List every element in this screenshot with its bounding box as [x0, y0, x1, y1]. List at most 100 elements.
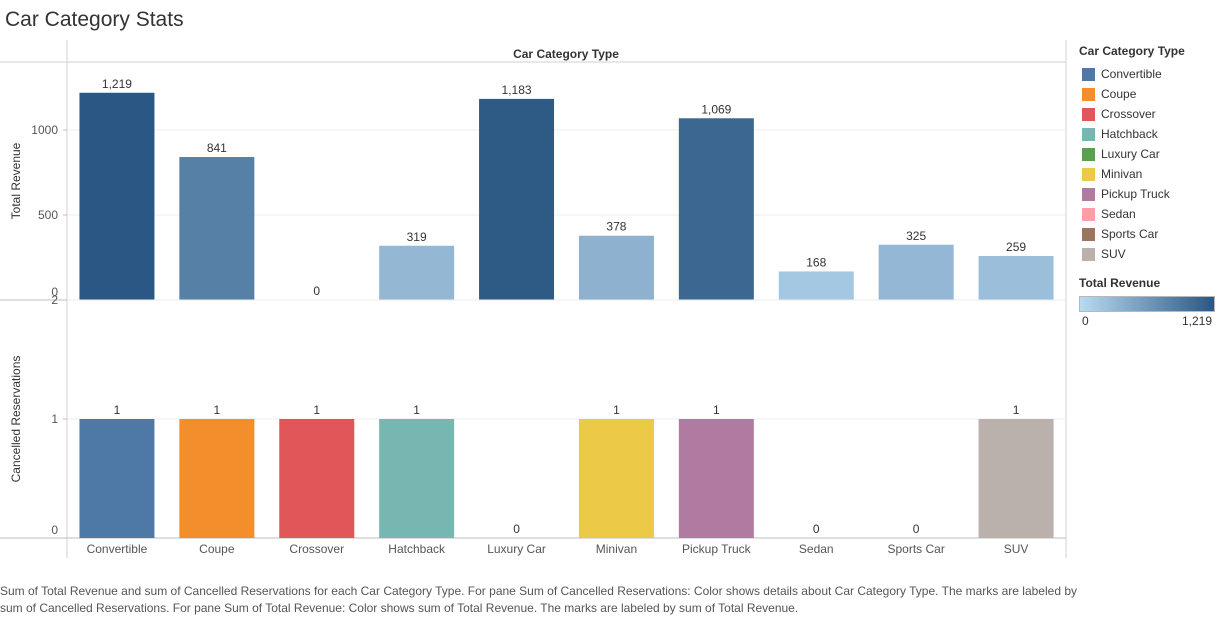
- chart-caption: Sum of Total Revenue and sum of Cancelle…: [0, 584, 1078, 615]
- legend-item: Hatchback: [1076, 124, 1216, 144]
- bar: [678, 419, 754, 538]
- data-label: 0: [513, 522, 520, 536]
- legend-label: Sports Car: [1101, 227, 1159, 241]
- bar: [379, 245, 455, 300]
- x-tick-label: Sedan: [799, 542, 834, 556]
- y-axis-title: Total Revenue: [9, 142, 23, 219]
- x-tick-label: Crossover: [289, 542, 344, 556]
- legend-swatch: [1082, 107, 1095, 121]
- data-label: 1: [313, 403, 320, 417]
- bar: [79, 92, 155, 301]
- bar: [678, 118, 754, 301]
- legend-item: Convertible: [1076, 64, 1216, 84]
- data-label: 1,219: [102, 77, 132, 91]
- bar: [878, 244, 954, 300]
- legend-label: Convertible: [1101, 67, 1162, 81]
- legend-item: Coupe: [1076, 84, 1216, 104]
- bar: [79, 419, 155, 538]
- data-label: 1,069: [701, 102, 731, 116]
- legend-label: Hatchback: [1101, 127, 1158, 141]
- legend-label: Sedan: [1101, 207, 1136, 221]
- y-tick-label: 500: [38, 208, 58, 222]
- legend-swatch: [1082, 227, 1095, 241]
- y-tick-label: 0: [51, 285, 58, 299]
- legend-item: Crossover: [1076, 104, 1216, 124]
- gradient-legend: Total Revenue 0 1,219: [1076, 276, 1216, 328]
- legend-swatch: [1082, 207, 1095, 221]
- y-tick-label: 1: [51, 412, 58, 426]
- y-tick-label: 1000: [31, 123, 58, 137]
- x-tick-label: Convertible: [87, 542, 148, 556]
- data-label: 1: [413, 403, 420, 417]
- legend-swatch: [1082, 167, 1095, 181]
- data-label: 1: [114, 403, 121, 417]
- legend-swatch: [1082, 247, 1095, 261]
- bar: [578, 419, 654, 538]
- gradient-max-label: 1,219: [1181, 314, 1212, 328]
- legend-item: Sedan: [1076, 204, 1216, 224]
- bar: [978, 419, 1054, 538]
- bar: [978, 255, 1054, 300]
- data-label: 0: [813, 522, 820, 536]
- legend-item: Sports Car: [1076, 224, 1216, 244]
- x-tick-label: Luxury Car: [487, 542, 546, 556]
- bar: [379, 419, 455, 538]
- cancelled-pane: 0 1 2 Cancelled Reservations 1 1 1 1 0 1 1 0 0 1: [9, 293, 1066, 539]
- legend-swatch: [1082, 187, 1095, 201]
- legend: Car Category Type Convertible Coupe Crosso…: [1076, 44, 1216, 328]
- legend-swatch: [1082, 127, 1095, 141]
- legend-label: SUV: [1101, 247, 1126, 261]
- x-tick-label: Pickup Truck: [682, 542, 752, 556]
- bar: [179, 419, 255, 538]
- data-label: 325: [906, 229, 926, 243]
- legend-swatch: [1082, 147, 1095, 161]
- legend-item: Minivan: [1076, 164, 1216, 184]
- legend-swatch: [1082, 87, 1095, 101]
- y-tick-label: 2: [51, 293, 58, 307]
- legend-label: Coupe: [1101, 87, 1137, 101]
- x-tick-label: Minivan: [596, 542, 637, 556]
- bar: [578, 235, 654, 300]
- data-label: 259: [1006, 240, 1026, 254]
- gradient-min-label: 0: [1082, 314, 1089, 328]
- data-label: 378: [606, 220, 626, 234]
- legend-label: Luxury Car: [1101, 147, 1160, 161]
- gradient-legend-title: Total Revenue: [1079, 276, 1161, 290]
- category-axis: Convertible Coupe Crossover Hatchback Luxury…: [87, 542, 1029, 556]
- data-label: 1: [214, 403, 221, 417]
- bar: [179, 157, 255, 300]
- y-axis-title: Cancelled Reservations: [9, 356, 23, 483]
- y-tick-label: 0: [51, 523, 58, 537]
- column-header: Car Category Type: [513, 47, 619, 61]
- data-label: 168: [806, 255, 826, 269]
- gradient-bar: [1079, 296, 1215, 312]
- legend-item: Pickup Truck: [1076, 184, 1216, 204]
- data-label: 841: [207, 141, 227, 155]
- gradient-labels: 0 1,219: [1082, 314, 1212, 328]
- legend-item: SUV: [1076, 244, 1216, 264]
- data-label: 0: [313, 284, 320, 298]
- page-title: Car Category Stats: [5, 8, 184, 31]
- x-tick-label: Sports Car: [887, 542, 944, 556]
- data-label: 1: [713, 403, 720, 417]
- legend-label: Pickup Truck: [1101, 187, 1170, 201]
- legend-item: Luxury Car: [1076, 144, 1216, 164]
- x-tick-label: SUV: [1004, 542, 1029, 556]
- data-label: 0: [913, 522, 920, 536]
- legend-label: Crossover: [1101, 107, 1156, 121]
- data-label: 1: [1013, 403, 1020, 417]
- legend-items: Convertible Coupe Crossover Hatchback Luxury…: [1076, 64, 1216, 264]
- legend-title: Car Category Type: [1079, 44, 1185, 58]
- bar: [778, 271, 854, 300]
- legend-label: Minivan: [1101, 167, 1143, 181]
- bar: [279, 419, 355, 538]
- legend-swatch: [1082, 67, 1095, 81]
- bar: [479, 98, 555, 300]
- data-label: 319: [407, 230, 427, 244]
- data-label: 1,183: [502, 83, 532, 97]
- revenue-pane: 0 500 1000 Total Revenue 1,219 841 0 319 1,183 37…: [9, 77, 1066, 301]
- x-tick-label: Coupe: [199, 542, 235, 556]
- x-tick-label: Hatchback: [388, 542, 446, 556]
- data-label: 1: [613, 403, 620, 417]
